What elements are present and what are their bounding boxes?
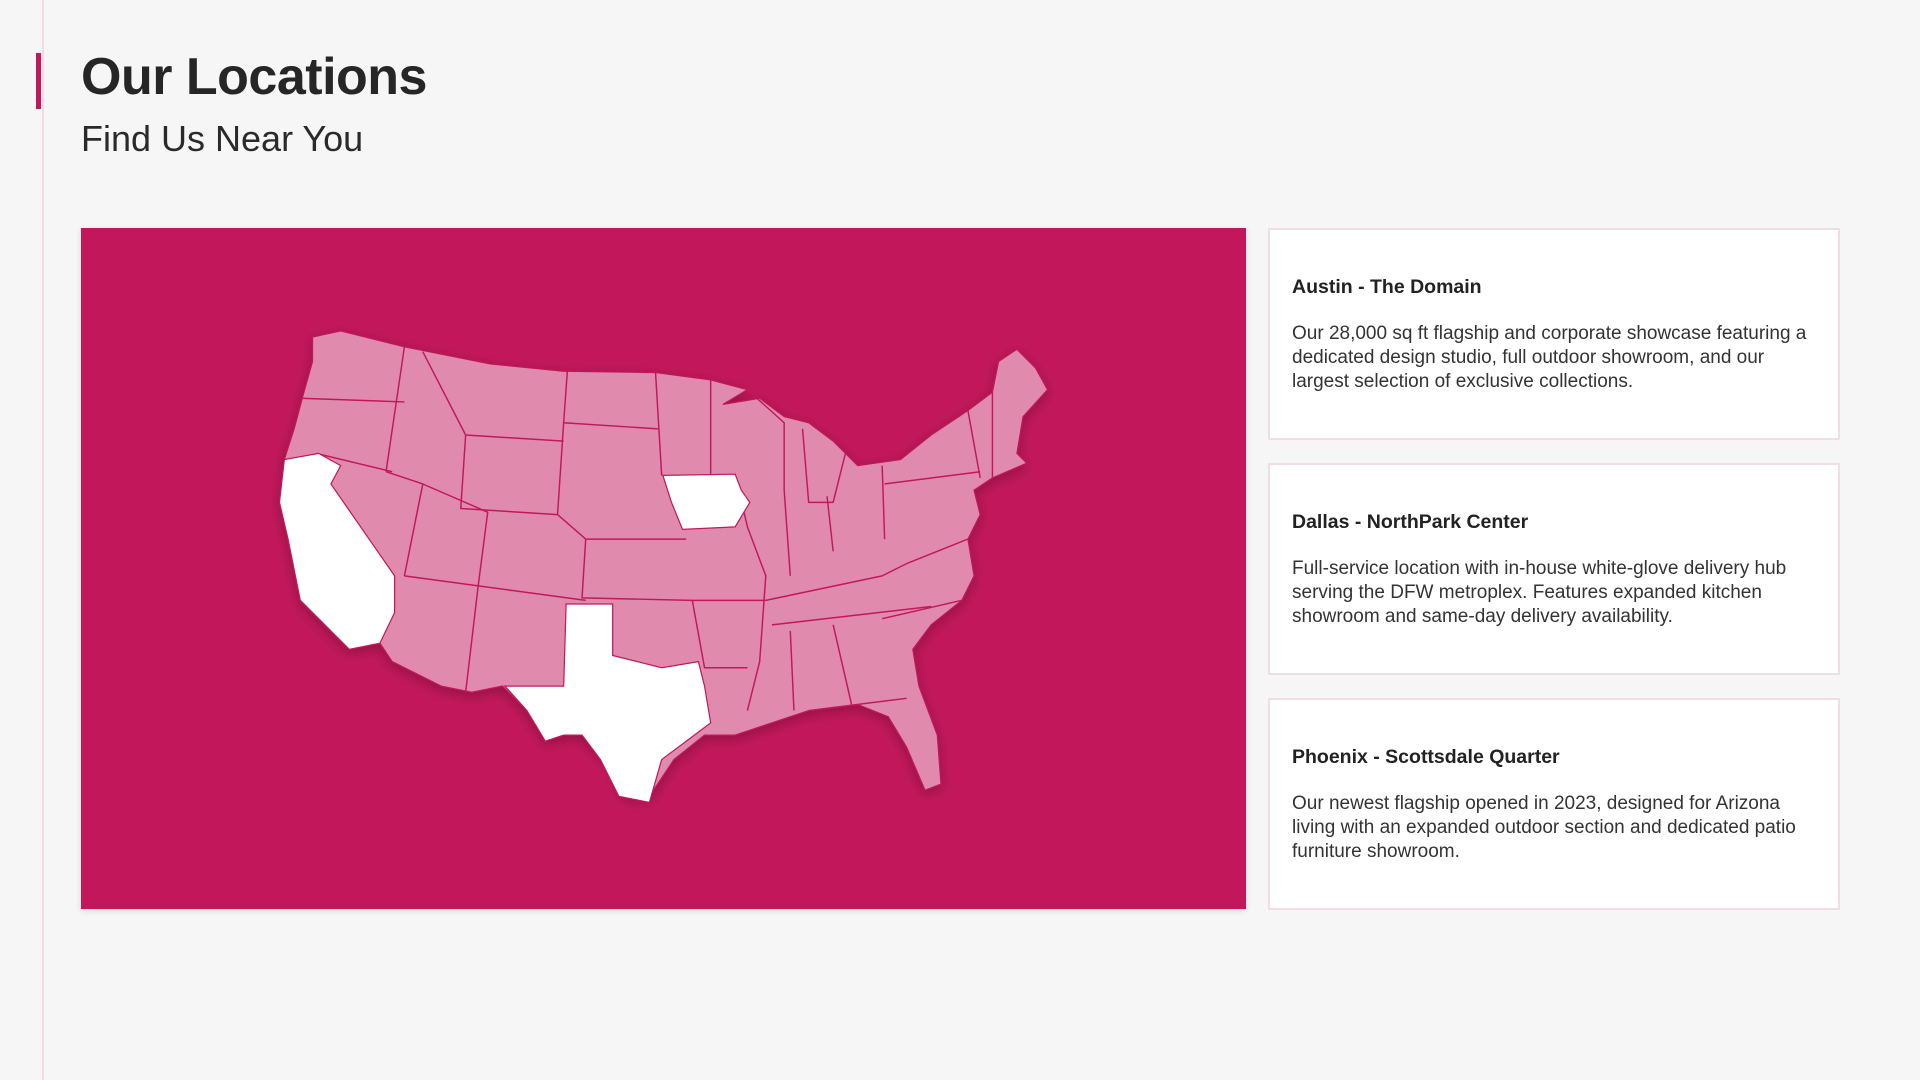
state-texas[interactable] [503, 603, 712, 804]
us-map [278, 330, 1049, 804]
title-accent-bar [36, 53, 41, 109]
location-card-austin[interactable]: Austin - The Domain Our 28,000 sq ft fla… [1268, 228, 1840, 440]
page-side-rule [42, 0, 44, 1080]
us-map-panel [81, 228, 1246, 909]
location-card-dallas[interactable]: Dallas - NorthPark Center Full-service l… [1268, 463, 1840, 675]
location-description: Full-service location with in-house whit… [1292, 557, 1787, 627]
state-iowa[interactable] [662, 473, 751, 530]
location-name: Phoenix - Scottsdale Quarter [1292, 745, 1560, 768]
location-name: Austin - The Domain [1292, 275, 1482, 298]
location-card-phoenix[interactable]: Phoenix - Scottsdale Quarter Our newest … [1268, 698, 1840, 910]
us-outline [278, 330, 1049, 797]
state-california[interactable] [278, 452, 396, 651]
state-borders [300, 346, 994, 712]
location-cards: Austin - The Domain Our 28,000 sq ft fla… [1268, 228, 1840, 933]
location-description: Our 28,000 sq ft flagship and corporate … [1292, 322, 1807, 392]
location-description: Our newest flagship opened in 2023, desi… [1292, 792, 1796, 862]
page-title: Our Locations [81, 48, 427, 106]
page-subtitle: Find Us Near You [81, 118, 364, 159]
location-name: Dallas - NorthPark Center [1292, 510, 1529, 533]
